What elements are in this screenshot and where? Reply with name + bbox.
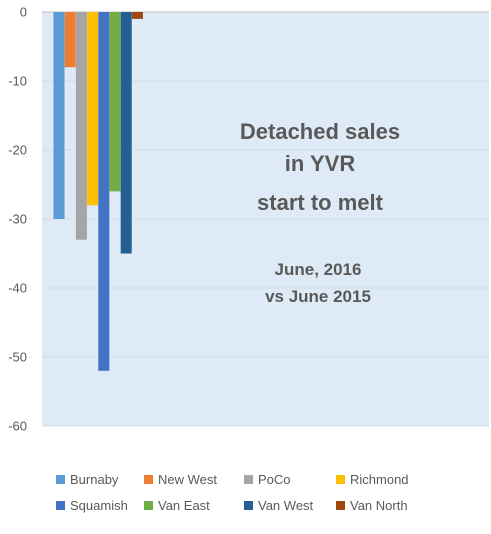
legend-swatch [336, 475, 345, 484]
y-tick-label: 0 [20, 5, 27, 20]
bar-poco [75, 12, 87, 240]
bar-richmond [87, 12, 99, 206]
legend-swatch [336, 501, 345, 510]
legend-swatch [244, 475, 253, 484]
annotation-title-line-1: Detached sales [240, 119, 400, 144]
legend-item: PoCo [244, 472, 328, 487]
annotation-subtitle-line-1: June, 2016 [275, 260, 362, 279]
legend-item: New West [144, 472, 236, 487]
legend-swatch [56, 475, 65, 484]
y-tick-label: -40 [8, 281, 27, 296]
bar-van-east [109, 12, 121, 192]
legend-label: Richmond [350, 472, 409, 487]
legend-label: Van North [350, 498, 408, 513]
y-tick-label: -10 [8, 74, 27, 89]
bar-new-west [64, 12, 76, 68]
legend-item: Van West [244, 498, 328, 513]
y-tick-label: -50 [8, 350, 27, 365]
legend-item: Richmond [336, 472, 446, 487]
legend-item: Van North [336, 498, 446, 513]
legend-label: Van East [158, 498, 210, 513]
bar-burnaby [53, 12, 65, 219]
legend-swatch [144, 475, 153, 484]
legend-label: PoCo [258, 472, 291, 487]
bar-van-west [120, 12, 132, 254]
bar-squamish [98, 12, 110, 371]
bar-van-north [131, 12, 143, 19]
legend-swatch [56, 501, 65, 510]
legend-label: New West [158, 472, 217, 487]
annotation-title-line-3: start to melt [257, 190, 384, 215]
y-tick-label: -30 [8, 212, 27, 227]
y-tick-label: -20 [8, 143, 27, 158]
legend-swatch [244, 501, 253, 510]
legend-item: Squamish [56, 498, 136, 513]
annotation-title-line-2: in YVR [285, 151, 356, 176]
annotations: Detached sales in YVR start to melt June… [240, 119, 400, 306]
legend-label: Burnaby [70, 472, 119, 487]
legend-label: Van West [258, 498, 314, 513]
legend-swatch [144, 501, 153, 510]
annotation-subtitle-line-2: vs June 2015 [265, 287, 371, 306]
legend-item: Van East [144, 498, 236, 513]
y-tick-label: -60 [8, 419, 27, 434]
bars [53, 12, 143, 371]
legend-label: Squamish [70, 498, 128, 513]
legend-item: Burnaby [56, 472, 136, 487]
legend: Burnaby New West PoCo Richmond Squamish Van E… [56, 472, 476, 513]
